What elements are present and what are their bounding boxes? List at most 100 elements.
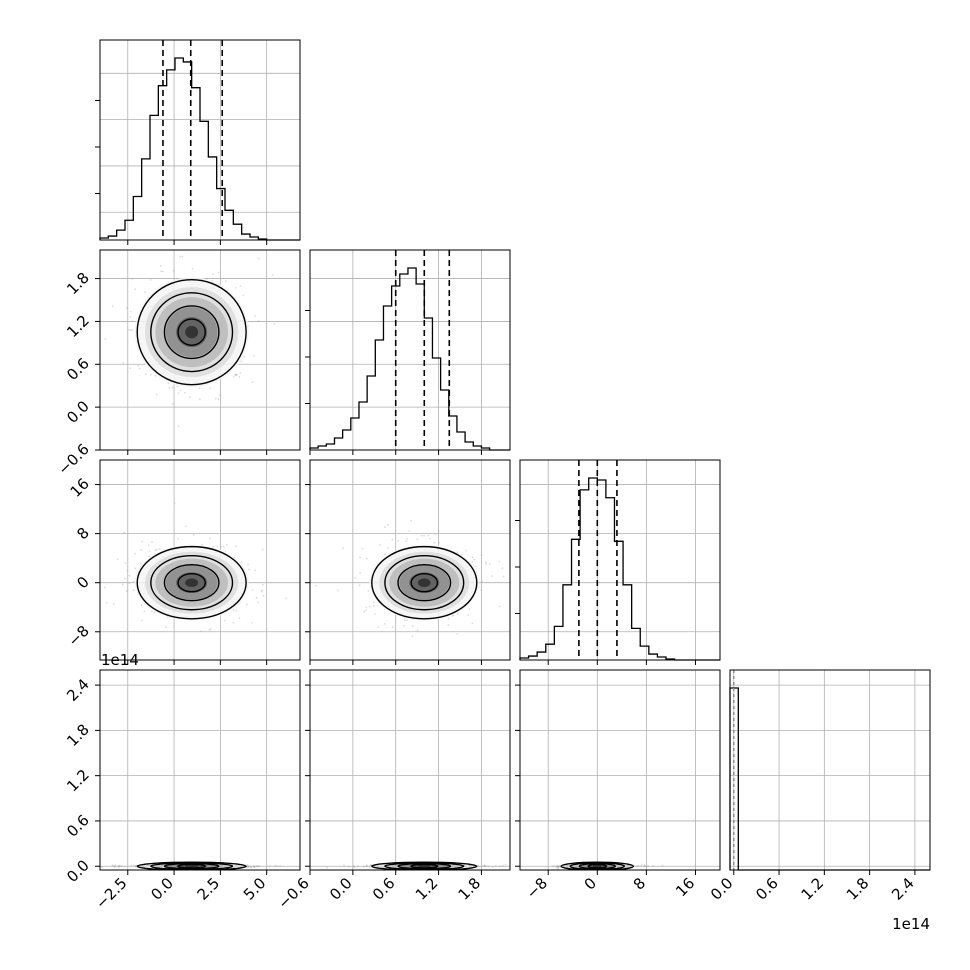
sample-point [189,396,191,398]
sample-point [242,294,245,297]
panel-content [104,255,276,428]
sample-point [379,544,381,546]
sample-point [125,307,128,309]
panel-content [551,861,664,870]
panel-frame [309,669,511,871]
sample-point [403,625,405,627]
x-tick-label: 5.0 [240,874,270,904]
sample-point [465,549,468,552]
sample-point [411,635,414,638]
sample-point [238,376,241,378]
sample-point [122,362,125,364]
sample-point [639,865,642,867]
contour-line [150,292,234,373]
y-tick-label: 0.6 [63,354,93,384]
sample-point [212,273,214,275]
sample-point [140,604,143,607]
sample-point [235,374,238,377]
sample-point [232,375,235,378]
sample-point [557,867,560,870]
sample-point [105,601,108,604]
sample-point [411,625,414,628]
sample-point [369,864,372,867]
density-level [185,325,199,339]
panel-content [103,502,287,632]
sample-point [113,866,116,869]
sample-point [353,866,356,869]
sample-point [144,291,146,293]
sample-point [171,403,174,405]
x-tick-label: 1.8 [843,874,873,904]
density-panel-3-0: −2.5 0.0 2.5 5.00.00.61.21.82.4 [63,669,301,913]
sample-point [481,580,483,583]
y-tick-label: −8 [64,622,92,650]
sample-point [489,563,491,565]
sample-point [356,865,359,868]
sample-point [249,866,252,868]
density-level [418,578,431,587]
sample-point [279,865,281,867]
sample-point [149,279,152,281]
sample-point [480,589,483,592]
sample-point [176,385,179,388]
sample-point [368,605,371,608]
sample-point [408,530,411,532]
sample-point [234,287,237,289]
sample-point [130,310,132,313]
sample-point [129,316,132,318]
sample-point [374,613,376,615]
sample-point [92,864,94,866]
sample-point [261,548,264,551]
sample-point [240,561,243,564]
sample-point [123,865,126,867]
contour-line [177,318,206,346]
sample-point [485,563,487,565]
sample-point [433,541,436,544]
sample-point [367,590,370,592]
sample-point [502,575,505,578]
contour-line [163,563,220,602]
sample-point [260,590,263,593]
sample-point [235,609,238,612]
x-tick-label: 0.6 [369,874,399,904]
sample-point [504,863,507,866]
sample-point [185,525,187,528]
contour-line [397,863,452,870]
sample-point [452,614,454,617]
density-panel-2-0: −8 0 8 16 [64,459,301,665]
sample-point [140,619,143,622]
sample-point [143,610,146,613]
sample-point [151,610,153,613]
sample-point [423,534,425,537]
sample-point [154,549,157,552]
sample-point [124,577,126,580]
sample-point [410,519,413,522]
sample-point [556,865,559,868]
sample-point [482,864,484,867]
sample-point [240,360,243,363]
sample-point [254,315,256,317]
sample-point [224,619,226,622]
sample-point [153,611,156,614]
y-tick-label: 1.8 [63,269,93,299]
sample-point [151,541,153,544]
sample-point [134,865,137,868]
sample-point [405,540,407,542]
contour-line [560,861,635,870]
sample-point [159,264,162,267]
sample-point [416,538,419,541]
x-tick-label: 1.2 [798,874,828,904]
sample-point [378,866,381,868]
sample-point [406,619,408,622]
sample-point [557,866,560,869]
sample-point [129,367,132,369]
sample-point [120,865,123,868]
sample-point [337,589,339,592]
contour-line [384,554,465,611]
x-tick-label: 8 [630,874,649,893]
sample-point [216,545,219,548]
density-level [185,578,199,587]
panel-content [92,861,281,870]
sample-point [427,534,430,537]
panel-frame [99,39,301,241]
